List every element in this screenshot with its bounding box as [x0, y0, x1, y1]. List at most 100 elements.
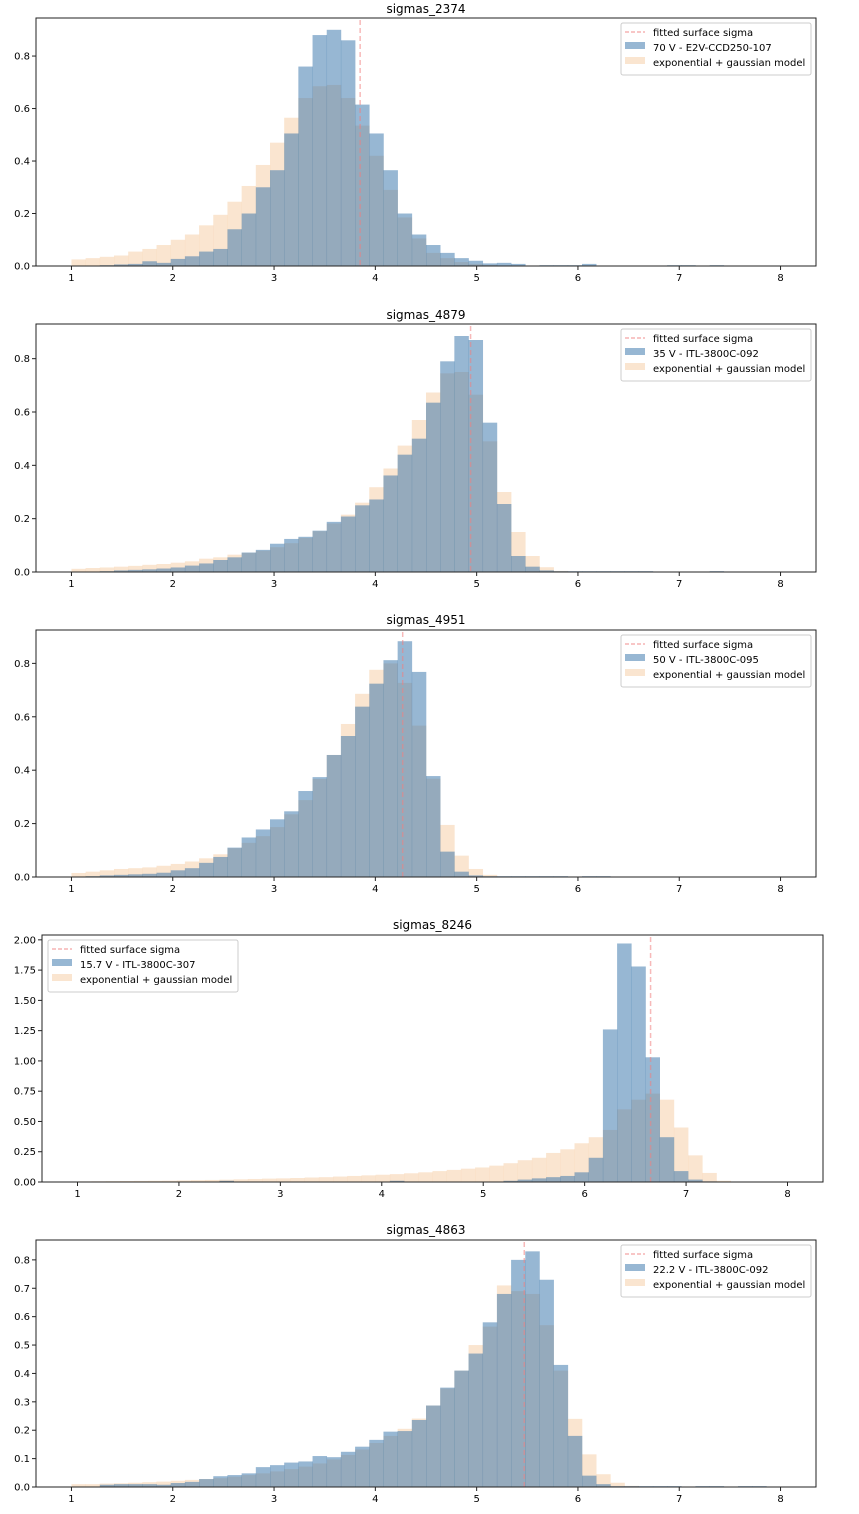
- y-tick-label: 0.4: [14, 766, 30, 777]
- y-tick-label: 0.0: [14, 262, 30, 273]
- model-bar: [596, 1474, 611, 1487]
- data-bar: [631, 966, 646, 1182]
- data-bar: [170, 1483, 186, 1487]
- data-bar: [440, 252, 455, 266]
- model-bar: [114, 566, 129, 572]
- data-bar: [340, 516, 356, 572]
- legend-label: fitted surface sigma: [653, 640, 753, 651]
- y-tick-label: 0.8: [14, 52, 30, 63]
- data-bar: [156, 1484, 172, 1487]
- data-bar: [284, 1462, 299, 1487]
- data-bar: [482, 422, 498, 572]
- y-tick-label: 0.8: [14, 1255, 30, 1266]
- chart-title: sigmas_4951: [386, 613, 465, 627]
- data-bar: [270, 170, 285, 266]
- legend-box: [620, 328, 812, 382]
- x-tick-label: 6: [575, 1494, 581, 1505]
- x-tick-label: 2: [170, 884, 176, 895]
- x-tick-label: 5: [473, 273, 479, 284]
- y-tick-label: 0.2: [14, 209, 30, 220]
- model-bar: [347, 1175, 362, 1182]
- legend-label: fitted surface sigma: [653, 1250, 753, 1261]
- data-bar: [326, 1457, 342, 1487]
- y-tick-label: 0.8: [14, 659, 30, 670]
- x-tick-label: 7: [676, 884, 682, 895]
- x-tick-label: 6: [575, 884, 581, 895]
- axes-frame: [41, 934, 824, 1183]
- y-tick-label: 0.75: [14, 1087, 36, 1098]
- model-bar: [128, 868, 143, 877]
- model-bar: [610, 1482, 625, 1487]
- model-bar: [432, 1171, 447, 1182]
- data-bar: [411, 234, 427, 266]
- legend-box: [620, 22, 812, 76]
- data-bar: [128, 263, 143, 266]
- y-tick-label: 0.0: [14, 873, 30, 884]
- data-bar: [440, 1387, 455, 1487]
- data-bar: [255, 187, 271, 266]
- model-bar: [404, 1173, 419, 1182]
- legend: fitted surface sigma 35 V - ITL-3800C-092…: [620, 328, 812, 382]
- model-bar: [71, 1484, 86, 1487]
- data-bar: [369, 133, 384, 266]
- data-bar: [128, 1484, 143, 1487]
- model-bar: [99, 256, 115, 266]
- model-bar: [468, 868, 484, 877]
- data-bar: [128, 569, 143, 572]
- data-bar: [142, 569, 157, 572]
- x-tick-label: 8: [777, 1494, 783, 1505]
- data-bar: [355, 104, 370, 266]
- model-bar: [128, 251, 143, 266]
- legend-label: exponential + gaussian model: [653, 364, 805, 375]
- model-bar: [85, 871, 101, 877]
- x-tick-label: 5: [473, 1494, 479, 1505]
- data-bar: [426, 402, 441, 572]
- data-histogram: [99, 1251, 767, 1487]
- model-bar: [560, 1149, 575, 1182]
- data-bar: [503, 1180, 518, 1182]
- x-tick-label: 7: [676, 1494, 682, 1505]
- x-tick-label: 1: [68, 884, 74, 895]
- data-bar: [156, 568, 172, 572]
- data-bar: [383, 170, 398, 266]
- data-histogram: [219, 943, 717, 1182]
- data-bar: [213, 1476, 228, 1487]
- data-bar: [326, 29, 342, 267]
- x-tick-label: 3: [271, 579, 277, 590]
- data-bar: [142, 261, 157, 266]
- model-bar: [389, 1174, 405, 1182]
- data-bar: [659, 1137, 675, 1182]
- model-bar: [71, 872, 86, 877]
- y-tick-label: 1.25: [14, 1026, 36, 1037]
- axes-frame: [35, 17, 817, 267]
- y-tick-label: 0.4: [14, 157, 30, 168]
- x-tick-label: 6: [575, 579, 581, 590]
- data-bar: [567, 1435, 583, 1487]
- model-bar: [517, 1160, 533, 1182]
- data-bar: [355, 706, 370, 877]
- data-bar: [397, 641, 413, 877]
- x-tick-label: 4: [372, 1494, 378, 1505]
- model-bar: [85, 568, 101, 572]
- model-bar: [375, 1174, 391, 1182]
- data-bar: [553, 1364, 569, 1487]
- legend-swatch-data: [52, 959, 72, 966]
- data-bar: [284, 133, 299, 266]
- data-bar: [184, 565, 200, 572]
- legend-box: [620, 634, 812, 688]
- y-tick-label: 1.00: [14, 1056, 36, 1067]
- data-bar: [312, 1456, 328, 1487]
- data-bar: [170, 567, 186, 572]
- data-bar: [227, 1475, 242, 1487]
- data-bar: [582, 263, 597, 266]
- data-bar: [511, 1259, 526, 1487]
- data-bar: [369, 1439, 384, 1487]
- data-bar: [531, 1178, 547, 1182]
- legend-box: [47, 939, 239, 993]
- x-tick-label: 7: [676, 579, 682, 590]
- data-bar: [142, 1484, 157, 1487]
- data-bar: [574, 1172, 589, 1182]
- x-tick-label: 8: [784, 1189, 790, 1200]
- y-tick-label: 2.00: [14, 935, 36, 946]
